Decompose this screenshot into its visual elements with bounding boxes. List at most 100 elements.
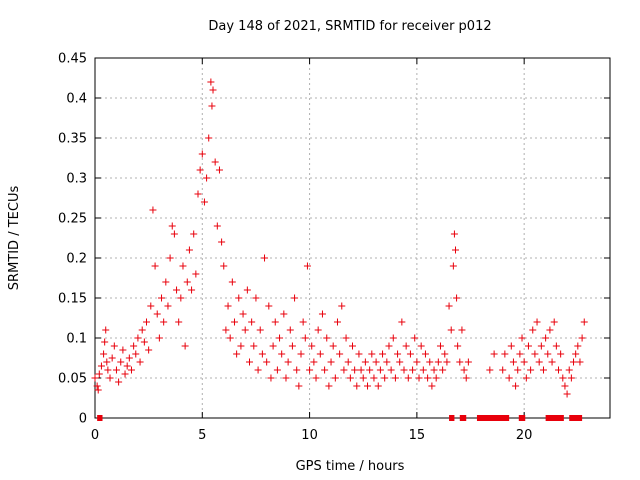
data-point bbox=[211, 158, 219, 166]
data-point bbox=[349, 342, 356, 350]
x-tick-label: 10 bbox=[301, 428, 318, 443]
data-point bbox=[426, 358, 434, 366]
data-point bbox=[164, 302, 172, 310]
y-axis-label: SRMTID / TECUs bbox=[7, 186, 22, 291]
data-point bbox=[121, 370, 129, 378]
data-point bbox=[306, 366, 314, 374]
data-point bbox=[207, 78, 215, 86]
data-point bbox=[576, 358, 584, 366]
data-point bbox=[301, 334, 309, 342]
data-point bbox=[248, 318, 256, 326]
data-point bbox=[222, 326, 230, 334]
x-tick-label: 0 bbox=[91, 428, 99, 443]
data-point bbox=[100, 350, 108, 358]
data-point bbox=[409, 366, 417, 374]
data-point bbox=[299, 318, 307, 326]
data-point bbox=[228, 278, 236, 286]
data-point bbox=[318, 310, 326, 318]
data-point bbox=[130, 342, 138, 350]
data-point bbox=[565, 366, 573, 374]
axis-ticks: 0 0.05 0.1 0.15 0.2 0.25 0.3 0.35 0.4 0.45 0 5 10 15 2… bbox=[58, 52, 610, 443]
data-point bbox=[381, 374, 389, 382]
data-point bbox=[284, 358, 292, 366]
data-point bbox=[561, 382, 569, 390]
data-point bbox=[235, 294, 243, 302]
data-point bbox=[501, 350, 509, 358]
data-point bbox=[276, 334, 284, 342]
data-point bbox=[394, 350, 402, 358]
data-point bbox=[338, 302, 346, 310]
data-point bbox=[250, 342, 258, 350]
data-point bbox=[125, 354, 133, 362]
y-tick-label: 0 bbox=[79, 412, 87, 427]
data-point bbox=[544, 350, 552, 358]
data-point bbox=[366, 366, 374, 374]
data-point bbox=[213, 222, 221, 230]
data-point bbox=[177, 294, 185, 302]
data-point bbox=[185, 246, 193, 254]
data-point bbox=[190, 230, 198, 238]
data-point bbox=[119, 346, 127, 354]
y-tick-label: 0.45 bbox=[58, 52, 87, 67]
data-point bbox=[527, 366, 535, 374]
data-point bbox=[452, 246, 459, 254]
data-point bbox=[550, 318, 558, 326]
data-point bbox=[353, 382, 361, 390]
gap-marker bbox=[449, 415, 455, 421]
data-point bbox=[166, 254, 174, 262]
data-point bbox=[447, 326, 455, 334]
data-point bbox=[196, 166, 204, 174]
data-point bbox=[316, 350, 324, 358]
data-point bbox=[524, 342, 532, 350]
data-point bbox=[112, 366, 120, 374]
data-points bbox=[91, 78, 588, 398]
data-point bbox=[269, 342, 277, 350]
gap-marker bbox=[518, 415, 526, 421]
data-point bbox=[518, 334, 526, 342]
data-point bbox=[226, 334, 234, 342]
data-point bbox=[567, 374, 575, 382]
data-point bbox=[265, 302, 273, 310]
data-point bbox=[143, 318, 150, 326]
data-point bbox=[398, 318, 406, 326]
data-point bbox=[239, 310, 247, 318]
data-point bbox=[436, 342, 444, 350]
data-point bbox=[439, 366, 447, 374]
data-point bbox=[490, 350, 498, 358]
data-point bbox=[267, 374, 275, 382]
data-point bbox=[261, 254, 269, 262]
data-point bbox=[297, 350, 305, 358]
data-point bbox=[537, 342, 545, 350]
data-point bbox=[205, 134, 213, 142]
data-point bbox=[115, 378, 123, 386]
data-point bbox=[200, 198, 208, 206]
data-point bbox=[295, 382, 303, 390]
data-point bbox=[351, 366, 359, 374]
data-point bbox=[181, 342, 189, 350]
data-point bbox=[505, 374, 513, 382]
data-point bbox=[179, 262, 187, 270]
data-point bbox=[364, 382, 372, 390]
data-point bbox=[145, 346, 153, 354]
y-tick-label: 0.3 bbox=[66, 172, 87, 187]
data-point bbox=[531, 350, 539, 358]
data-point bbox=[220, 262, 228, 270]
data-point bbox=[430, 366, 438, 374]
data-point bbox=[208, 102, 216, 110]
gap-marker bbox=[97, 415, 103, 421]
data-point bbox=[336, 350, 344, 358]
y-tick-label: 0.25 bbox=[58, 212, 87, 227]
data-point bbox=[188, 286, 196, 294]
data-point bbox=[147, 302, 155, 310]
data-point bbox=[514, 366, 522, 374]
data-point bbox=[333, 318, 341, 326]
data-point bbox=[520, 358, 528, 366]
data-point bbox=[555, 366, 562, 374]
data-point bbox=[106, 374, 114, 382]
data-point bbox=[162, 278, 170, 286]
data-point bbox=[415, 374, 423, 382]
data-point bbox=[303, 262, 311, 270]
gap-marker bbox=[545, 415, 564, 421]
data-point bbox=[263, 358, 271, 366]
data-point bbox=[224, 302, 232, 310]
